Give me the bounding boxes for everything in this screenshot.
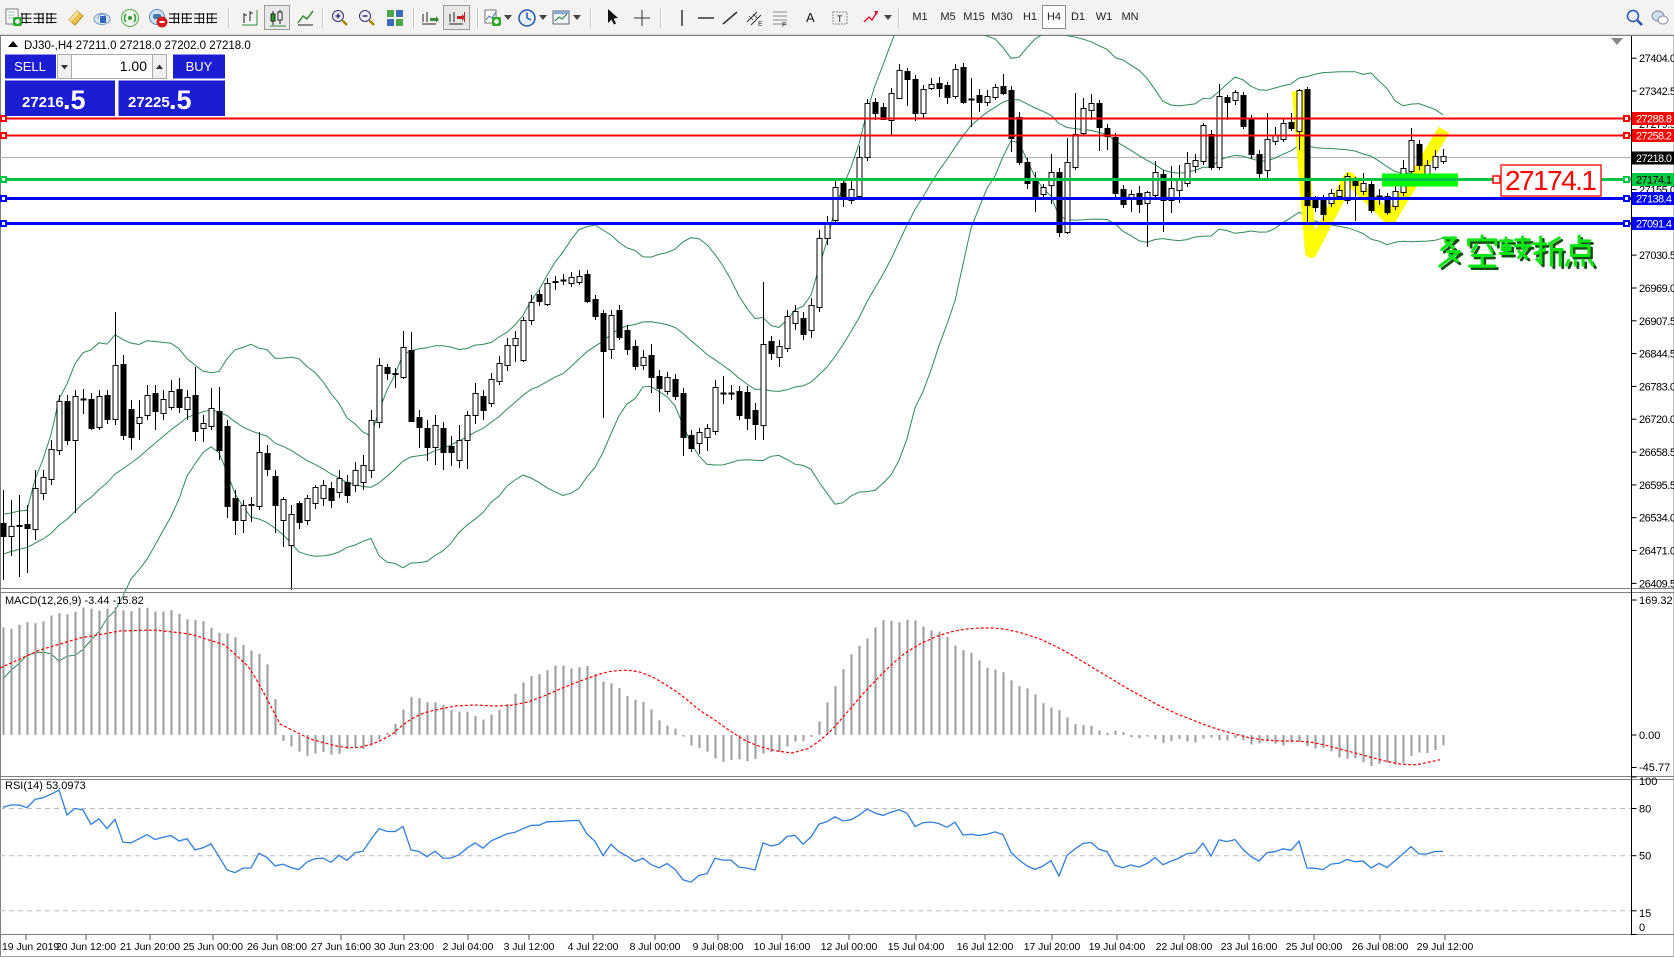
svg-text:27258.2: 27258.2 (1636, 131, 1672, 143)
svg-text:19 Jun 2019: 19 Jun 2019 (2, 942, 59, 953)
svg-text:27342.5: 27342.5 (1639, 86, 1674, 98)
svg-text:29 Jul 12:00: 29 Jul 12:00 (1417, 942, 1474, 953)
svg-text:.5: .5 (63, 85, 86, 115)
svg-text:27174.1: 27174.1 (1505, 165, 1597, 196)
svg-text:F: F (782, 22, 786, 28)
svg-text:169.32: 169.32 (1639, 595, 1673, 607)
svg-text:27 Jun 16:00: 27 Jun 16:00 (311, 942, 371, 953)
svg-text:15 Jul 04:00: 15 Jul 04:00 (888, 942, 945, 953)
svg-text:E: E (758, 21, 763, 28)
svg-text:1.00: 1.00 (120, 58, 147, 74)
svg-text:BUY: BUY (186, 59, 213, 74)
svg-text:0: 0 (1639, 922, 1645, 934)
svg-text:DJ30-,H4 27211.0 27218.0 2720: DJ30-,H4 27211.0 27218.0 27202.0 27218.0 (24, 40, 251, 52)
svg-text:25 Jun 00:00: 25 Jun 00:00 (183, 942, 243, 953)
svg-text:27216: 27216 (22, 94, 64, 111)
svg-text:26783.0: 26783.0 (1639, 381, 1674, 393)
svg-text:26 Jun 08:00: 26 Jun 08:00 (247, 942, 307, 953)
svg-text:26720.0: 26720.0 (1639, 414, 1674, 426)
svg-text:0.00: 0.00 (1639, 730, 1660, 742)
svg-text:15: 15 (1639, 908, 1651, 920)
svg-text:26 Jul 08:00: 26 Jul 08:00 (1352, 942, 1409, 953)
svg-text:27218.0: 27218.0 (1636, 153, 1672, 165)
svg-text:26907.5: 26907.5 (1639, 316, 1674, 328)
svg-text:12 Jul 00:00: 12 Jul 00:00 (821, 942, 878, 953)
svg-text:17 Jul 20:00: 17 Jul 20:00 (1024, 942, 1081, 953)
svg-text:25 Jul 00:00: 25 Jul 00:00 (1286, 942, 1343, 953)
svg-text:100: 100 (1639, 776, 1657, 788)
svg-text:8 Jul 00:00: 8 Jul 00:00 (630, 942, 681, 953)
svg-text:MACD(12,26,9) -3.44 -15.82: MACD(12,26,9) -3.44 -15.82 (5, 595, 144, 607)
svg-text:26969.0: 26969.0 (1639, 283, 1674, 295)
svg-text:9 Jul 08:00: 9 Jul 08:00 (693, 942, 744, 953)
svg-text:10 Jul 16:00: 10 Jul 16:00 (754, 942, 811, 953)
svg-text:27030.5: 27030.5 (1639, 250, 1674, 262)
svg-text:T: T (837, 14, 843, 24)
svg-text:26658.5: 26658.5 (1639, 447, 1674, 459)
svg-text:27138.4: 27138.4 (1636, 194, 1672, 206)
svg-text:26844.5: 26844.5 (1639, 349, 1674, 361)
svg-text:27288.8: 27288.8 (1636, 114, 1672, 126)
svg-text:23 Jul 16:00: 23 Jul 16:00 (1221, 942, 1278, 953)
svg-text:16 Jul 12:00: 16 Jul 12:00 (957, 942, 1014, 953)
svg-text:-45.77: -45.77 (1639, 762, 1670, 774)
svg-text:20 Jun 12:00: 20 Jun 12:00 (56, 942, 116, 953)
svg-text:50: 50 (1639, 851, 1651, 863)
svg-text:26534.0: 26534.0 (1639, 513, 1674, 525)
svg-text:27225: 27225 (128, 94, 170, 111)
svg-text:26595.5: 26595.5 (1639, 480, 1674, 492)
svg-text:27174.1: 27174.1 (1636, 175, 1672, 187)
svg-text:3 Jul 12:00: 3 Jul 12:00 (504, 942, 555, 953)
svg-text:27404.0: 27404.0 (1639, 53, 1674, 65)
svg-text:.5: .5 (169, 85, 192, 115)
svg-text:22 Jul 08:00: 22 Jul 08:00 (1156, 942, 1213, 953)
svg-text:26471.0: 26471.0 (1639, 546, 1674, 558)
svg-text:RSI(14) 53.0973: RSI(14) 53.0973 (5, 780, 86, 792)
svg-text:19 Jul 04:00: 19 Jul 04:00 (1089, 942, 1146, 953)
svg-text:2 Jul 04:00: 2 Jul 04:00 (443, 942, 494, 953)
svg-text:4 Jul 22:00: 4 Jul 22:00 (568, 942, 619, 953)
svg-text:27091.4: 27091.4 (1636, 219, 1672, 231)
svg-text:SELL: SELL (14, 59, 46, 74)
svg-text:80: 80 (1639, 804, 1651, 816)
svg-text:30 Jun 23:00: 30 Jun 23:00 (374, 942, 434, 953)
svg-text:21 Jun 20:00: 21 Jun 20:00 (120, 942, 180, 953)
svg-text:26409.5: 26409.5 (1639, 578, 1674, 590)
